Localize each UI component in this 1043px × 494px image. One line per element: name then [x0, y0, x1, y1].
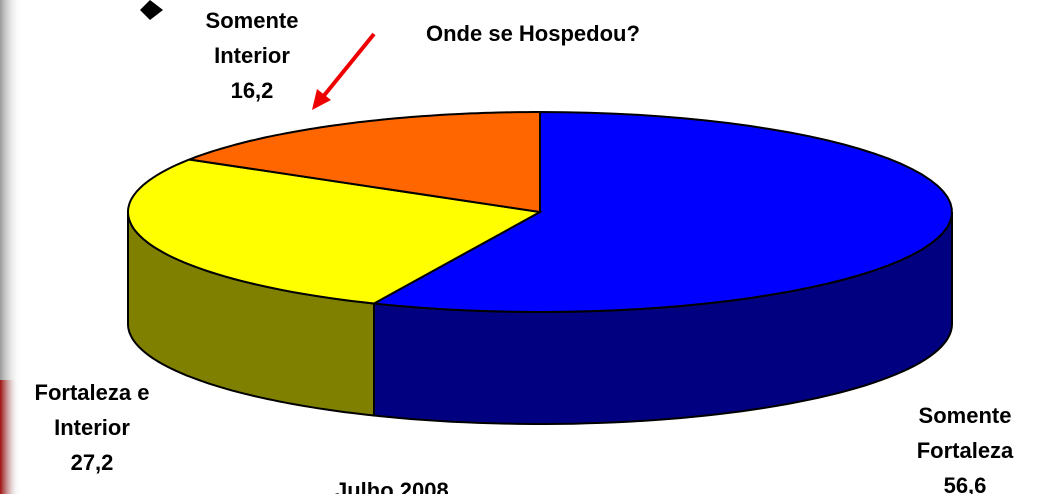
category-label: Somente Fortaleza — [916, 403, 1014, 463]
pie — [126, 110, 953, 425]
pie-slice — [370, 110, 953, 314]
arrow-line — [320, 32, 376, 100]
value-label: 16,2 — [230, 78, 274, 103]
background-edge — [0, 0, 22, 494]
background-edge-red — [0, 380, 18, 494]
value-label: 56,6 — [943, 473, 987, 494]
slice-label: Somente Interior 16,2 — [177, 3, 327, 108]
category-label: Somente Interior — [205, 8, 299, 68]
arrow-head — [312, 89, 331, 110]
category-label: Fortaleza e Interior — [34, 380, 150, 440]
chart-footer: Julho 2008 — [335, 478, 449, 494]
slice-label: Fortaleza e Interior 27,2 — [0, 375, 187, 480]
chart-title: Onde se Hospedou? — [426, 21, 640, 46]
decor-diamond — [140, 0, 163, 20]
value-label: 27,2 — [70, 450, 114, 475]
pie-slice — [185, 111, 541, 214]
slice-label: Somente Fortaleza 56,6 — [890, 398, 1040, 494]
pie-slice — [126, 158, 544, 305]
